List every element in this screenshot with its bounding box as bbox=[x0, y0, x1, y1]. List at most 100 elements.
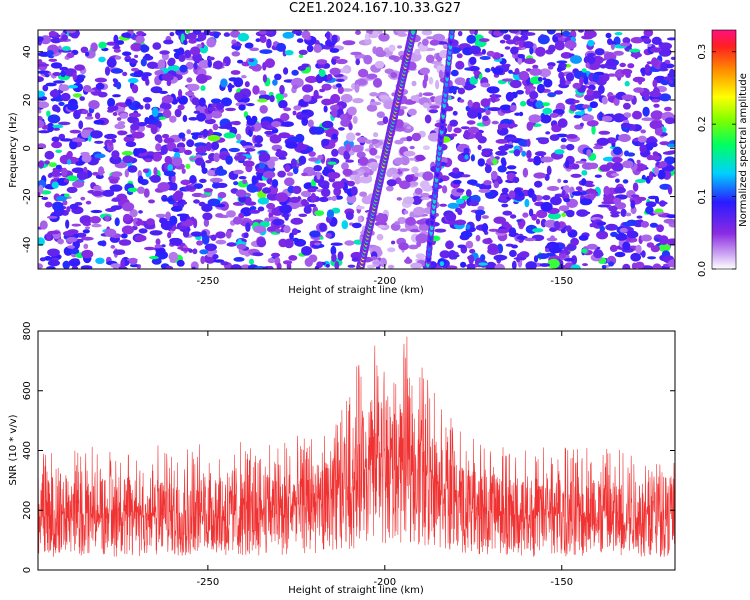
spectrogram-blob bbox=[244, 148, 256, 152]
spectrogram-blob bbox=[540, 201, 553, 212]
spectrogram-blob bbox=[288, 255, 298, 261]
spectrogram-blob bbox=[301, 109, 308, 113]
spectrogram-blob bbox=[145, 78, 150, 86]
spectrogram-blob bbox=[199, 178, 207, 183]
spectrogram-blob bbox=[522, 32, 536, 36]
spectrogram-blob bbox=[125, 141, 137, 148]
spectrogram-blob bbox=[66, 175, 78, 182]
spectrogram-blob bbox=[420, 180, 430, 190]
spectrogram-blob bbox=[584, 93, 595, 102]
spectrogram-blob bbox=[265, 30, 275, 34]
spectrogram-blob bbox=[473, 70, 481, 76]
spectrogram-blob bbox=[232, 43, 243, 47]
spectrogram-blob bbox=[191, 266, 196, 269]
spectrogram-blob bbox=[38, 76, 44, 83]
spectrogram-blob bbox=[652, 151, 659, 157]
spectrogram-blob bbox=[565, 225, 572, 233]
spectrogram-blob bbox=[122, 71, 128, 77]
spectrogram-blob bbox=[388, 55, 397, 60]
spectrogram-blob bbox=[536, 253, 550, 260]
spectrogram-blob bbox=[481, 215, 489, 219]
spectrogram-blob bbox=[614, 32, 623, 36]
spectrogram-blob bbox=[560, 144, 567, 150]
spectrogram-blob bbox=[182, 229, 190, 238]
page-title: C2E1.2024.167.10.33.G27 bbox=[288, 1, 462, 16]
spectrogram-blob bbox=[292, 110, 297, 116]
spectrogram-blob bbox=[92, 171, 100, 176]
spectrogram-blob bbox=[651, 36, 662, 46]
spectrogram-blob bbox=[464, 154, 469, 160]
spectrogram-blob bbox=[66, 186, 78, 194]
spectrogram-blob bbox=[519, 251, 530, 259]
spectrogram-blob bbox=[576, 209, 589, 217]
spectrogram-blob bbox=[55, 149, 63, 153]
spectrogram-blob bbox=[121, 225, 134, 235]
spectrogram-blob bbox=[158, 90, 168, 94]
spectrogram-blob bbox=[394, 157, 404, 165]
spectrogram-blob bbox=[121, 32, 132, 38]
spectrogram-blob bbox=[196, 240, 204, 246]
spectrogram-blob bbox=[624, 80, 630, 87]
spectrogram-blob bbox=[356, 151, 366, 159]
spectrogram-blob bbox=[116, 117, 122, 121]
spectrogram-blob bbox=[494, 263, 505, 269]
spectrogram-blob bbox=[51, 141, 63, 149]
spectrogram-blob bbox=[38, 184, 44, 194]
spectrogram-blob bbox=[339, 113, 348, 121]
spectrogram-blob bbox=[123, 213, 132, 222]
spectrogram-blob bbox=[62, 200, 68, 206]
spectrogram-blob bbox=[72, 82, 84, 93]
spectrogram-blob bbox=[63, 246, 73, 256]
spectrogram-blob bbox=[405, 217, 416, 226]
spectrogram-blob bbox=[249, 209, 261, 214]
spectrogram-blob bbox=[487, 107, 501, 112]
spectrogram-blob bbox=[409, 145, 415, 150]
spectrogram-blob bbox=[354, 83, 360, 93]
spectrogram-blob bbox=[352, 98, 364, 104]
spectrogram-blob bbox=[467, 263, 476, 269]
spectrogram-blob bbox=[609, 244, 618, 252]
spectrogram-blob bbox=[213, 31, 220, 39]
spectrogram-blob bbox=[652, 263, 662, 269]
spectrogram-blob bbox=[38, 109, 42, 114]
spectrogram-blob bbox=[207, 59, 212, 68]
spectrogram-blob bbox=[644, 63, 651, 74]
spectrogram-blob bbox=[345, 132, 356, 142]
spectrogram-blob bbox=[118, 239, 132, 246]
spectrogram-blob bbox=[262, 74, 267, 83]
spectrogram-blob bbox=[355, 205, 365, 210]
spectrogram-blob bbox=[390, 72, 398, 79]
spectrogram-blob bbox=[283, 107, 292, 112]
spectrogram-blob bbox=[233, 169, 244, 175]
spectrogram-blob bbox=[52, 201, 64, 212]
spectrogram-blob bbox=[481, 223, 489, 233]
spectrogram-blob bbox=[267, 257, 276, 264]
spectrogram-blob bbox=[253, 225, 266, 234]
spectrogram-blob bbox=[325, 233, 332, 238]
spectrogram-blob bbox=[427, 132, 441, 142]
spectrogram-blob bbox=[50, 62, 63, 69]
spectrogram-blob bbox=[111, 171, 123, 178]
spectrogram-blob bbox=[67, 159, 72, 165]
spectrogram-blob bbox=[182, 114, 188, 123]
spectrogram-blob bbox=[167, 231, 172, 239]
spectrogram-blob bbox=[525, 261, 537, 269]
spectrogram-blob bbox=[485, 109, 491, 116]
spectrogram-blob bbox=[307, 119, 314, 128]
spectrogram-blob bbox=[563, 198, 571, 203]
spectrogram-blob bbox=[162, 109, 172, 119]
spectrogram-blob bbox=[649, 222, 659, 228]
spectrogram-blob bbox=[565, 134, 578, 139]
spectrogram-blob bbox=[620, 116, 628, 121]
spectrogram-blob bbox=[90, 130, 103, 139]
spectrogram-blob bbox=[321, 184, 330, 190]
spectrogram-blob bbox=[635, 261, 645, 269]
spectrogram-blob bbox=[178, 132, 186, 139]
spectrogram-blob bbox=[313, 165, 323, 172]
spectrogram-blob bbox=[71, 265, 79, 269]
spectrogram-blob bbox=[551, 124, 562, 133]
spectrogram-blob bbox=[38, 130, 51, 134]
spectrogram-blob bbox=[664, 106, 672, 112]
spectrogram-blob bbox=[534, 180, 543, 188]
spectrogram-blob bbox=[283, 225, 291, 234]
